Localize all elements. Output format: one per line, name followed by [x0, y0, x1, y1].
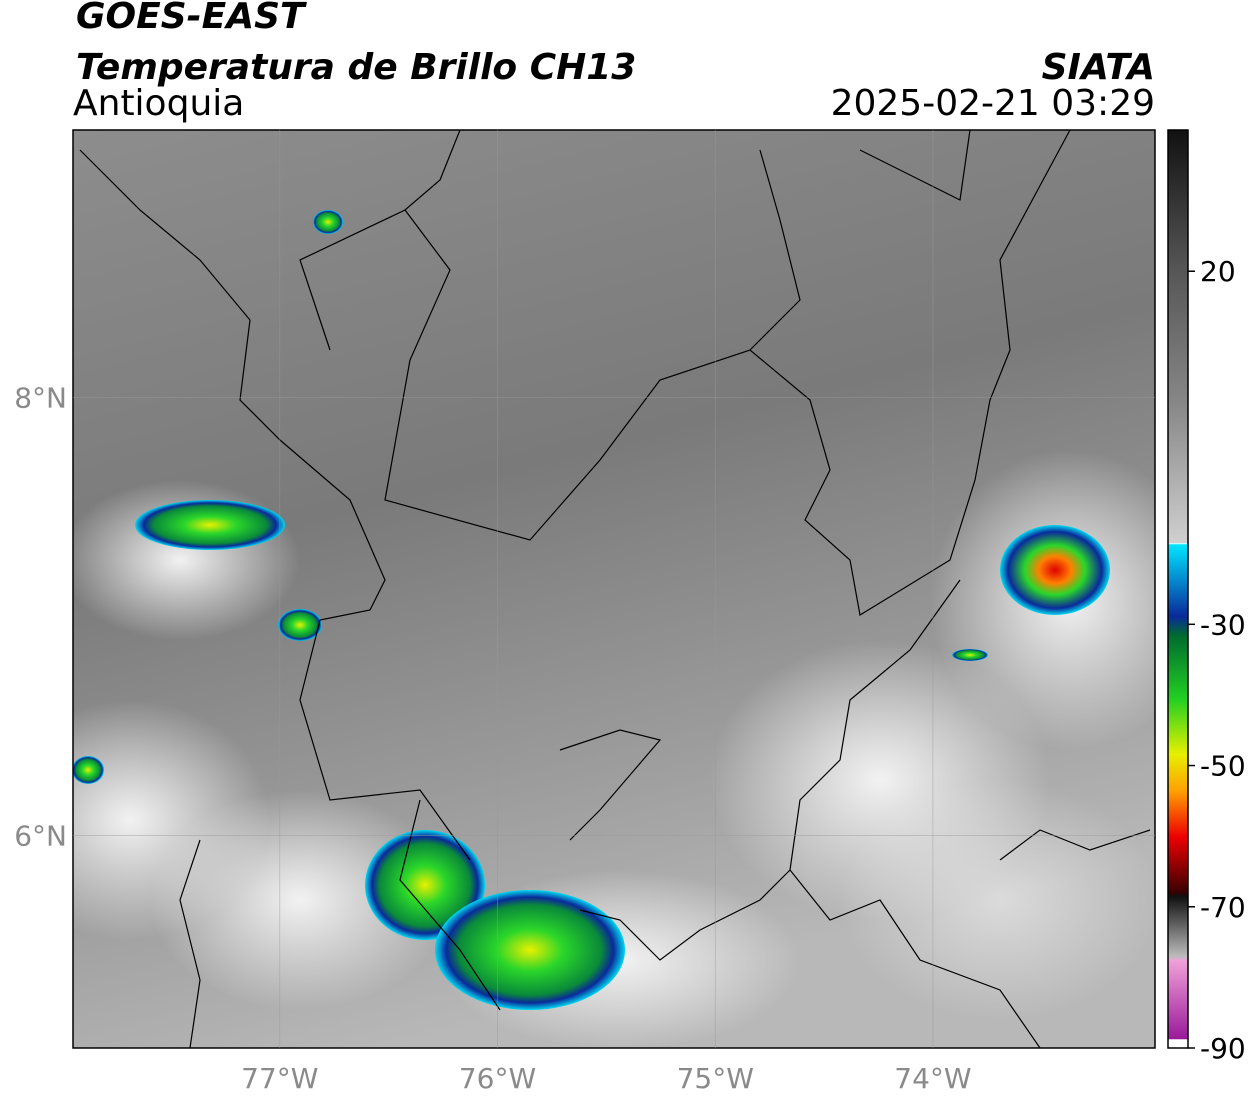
colorbar-tick-label: 20	[1200, 255, 1236, 288]
map-image	[73, 130, 1155, 1048]
y-tick-label: 8°N	[14, 381, 67, 414]
region: Antioquia	[73, 83, 244, 124]
y-tick-label: 6°N	[14, 819, 67, 852]
x-tick-label: 75°W	[677, 1062, 754, 1095]
x-tick-label: 74°W	[894, 1062, 971, 1095]
colorbar	[1167, 129, 1189, 1049]
colorbar-tick-label: -50	[1200, 750, 1246, 783]
title: GOES-EAST	[76, 0, 307, 37]
colorbar-tick-label: -30	[1200, 608, 1246, 641]
colorbar-tick-label: -90	[1200, 1032, 1246, 1065]
subtitle: Temperatura de Brillo CH13	[76, 47, 636, 88]
x-tick-label: 77°W	[241, 1062, 318, 1095]
colorbar-tick-label: -70	[1200, 891, 1246, 924]
map-frame	[72, 129, 1156, 1049]
timestamp: 2025-02-21 03:29	[831, 83, 1155, 124]
x-tick-label: 76°W	[459, 1062, 536, 1095]
source: SIATA	[1042, 47, 1155, 88]
